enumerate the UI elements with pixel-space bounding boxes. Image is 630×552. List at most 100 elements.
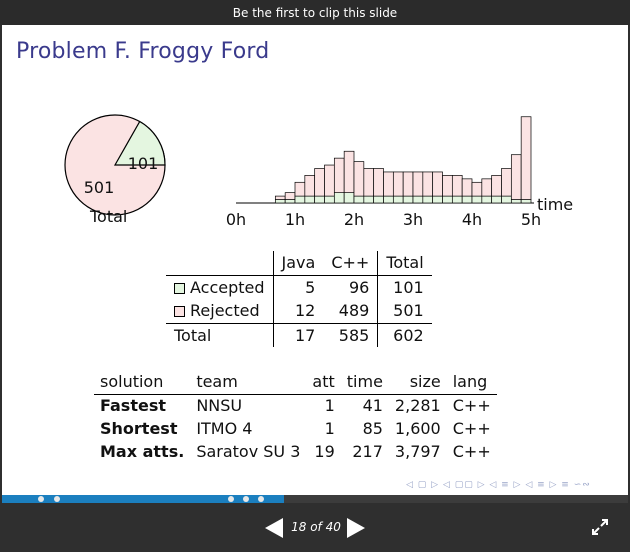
fullscreen-icon bbox=[592, 519, 608, 535]
histogram-bar-rejected bbox=[520, 116, 532, 200]
histogram-bar-rejected bbox=[284, 192, 296, 200]
records-row-max-atts: Max atts. Saratov SU 3 19 217 3,797 C++ bbox=[94, 440, 497, 463]
histogram-bar-accepted bbox=[294, 195, 306, 204]
records-header-row: solution team att time size lang bbox=[94, 370, 497, 395]
records-header-time: time bbox=[340, 370, 389, 395]
progress-marker[interactable] bbox=[54, 496, 60, 502]
progress-marker[interactable] bbox=[258, 496, 264, 502]
stats-header-java: Java bbox=[272, 251, 324, 276]
record-label: Shortest bbox=[100, 419, 178, 438]
stats-cell: 501 bbox=[377, 299, 432, 323]
histogram-bar-rejected bbox=[451, 175, 463, 197]
histogram-bar-rejected bbox=[412, 171, 424, 197]
stats-cell: 17 bbox=[272, 322, 324, 347]
histogram-bar-accepted bbox=[412, 195, 424, 204]
record-team: NNSU bbox=[196, 396, 243, 416]
histogram-tick-label: 4h bbox=[462, 210, 482, 229]
histogram-bar-accepted bbox=[432, 195, 443, 204]
next-slide-button[interactable] bbox=[345, 517, 367, 539]
histogram-bar-accepted bbox=[304, 195, 316, 204]
histogram-bar-accepted bbox=[324, 195, 335, 204]
histogram-bar-rejected bbox=[501, 168, 512, 197]
records-row-fastest: Fastest NNSU 1 41 2,281 C++ bbox=[94, 394, 497, 417]
histogram-bar-accepted bbox=[333, 192, 345, 204]
pie-caption: Total bbox=[90, 207, 128, 226]
histogram-bar-rejected bbox=[274, 195, 286, 200]
previous-arrow-icon bbox=[265, 518, 283, 538]
record-label: Max atts. bbox=[100, 442, 185, 461]
histogram-tick-label: 3h bbox=[403, 210, 423, 229]
stats-cell: 5 bbox=[272, 275, 324, 299]
submission-histogram: 0h 1h 2h 3h 4h 5h time bbox=[216, 103, 586, 237]
histogram-bar-accepted bbox=[274, 199, 286, 204]
histogram-bar-accepted bbox=[442, 195, 453, 204]
histogram-bar-rejected bbox=[392, 171, 404, 197]
histogram-bar-rejected bbox=[333, 157, 345, 194]
progress-marker[interactable] bbox=[243, 496, 249, 502]
clip-banner-text[interactable]: Be the first to clip this slide bbox=[232, 5, 398, 20]
histogram-bar-accepted bbox=[422, 195, 434, 204]
player-controls: 18 of 40 bbox=[0, 503, 630, 552]
record-team: Saratov SU 3 bbox=[196, 442, 301, 461]
rejected-swatch bbox=[174, 306, 185, 318]
histogram-bar-rejected bbox=[481, 178, 493, 197]
previous-slide-button[interactable] bbox=[263, 517, 285, 539]
histogram-bar-rejected bbox=[402, 171, 414, 197]
stats-header-row: Java C++ Total bbox=[166, 251, 432, 276]
stats-cell: 585 bbox=[323, 322, 378, 347]
histogram-bar-rejected bbox=[324, 164, 335, 197]
histogram-bar-rejected bbox=[363, 168, 375, 197]
histogram-bar-accepted bbox=[510, 199, 522, 204]
stats-cell: 489 bbox=[338, 301, 370, 321]
pie-chart: 101 501 bbox=[60, 110, 170, 224]
histogram-bar-rejected bbox=[304, 175, 316, 197]
histogram-bar-accepted bbox=[501, 195, 512, 204]
histogram-bar-accepted bbox=[284, 199, 296, 204]
progress-marker[interactable] bbox=[228, 496, 234, 502]
histogram-bar-accepted bbox=[481, 195, 493, 204]
stats-header-cpp: C++ bbox=[323, 251, 378, 276]
progress-marker[interactable] bbox=[38, 496, 44, 502]
stats-row-accepted: Accepted 5 96 101 bbox=[166, 275, 432, 299]
stats-header-total: Total bbox=[377, 251, 432, 276]
histogram-bar-rejected bbox=[432, 171, 443, 197]
slide-canvas: Problem F. Froggy Ford 101 501 Total 0h 1h… bbox=[2, 25, 628, 495]
language-stats-table: Java C++ Total Accepted 5 96 101 Rejecte… bbox=[166, 251, 432, 347]
histogram-bar-accepted bbox=[520, 199, 532, 204]
histogram-bar-rejected bbox=[353, 161, 365, 197]
beamer-nav-icons[interactable]: ◁ ▢ ▷ ◁ ▢▢ ▷ ◁ ≡ ▷ ◁ ≡ ▷ ≡ ∽∾ bbox=[406, 480, 591, 490]
clip-banner[interactable]: Be the first to clip this slide bbox=[0, 0, 630, 25]
progress-fill bbox=[2, 495, 284, 503]
page-indicator: 18 of 40 bbox=[291, 520, 341, 534]
histogram-bar-accepted bbox=[451, 195, 463, 204]
histogram-tick-label: 2h bbox=[344, 210, 364, 229]
records-header-solution: solution bbox=[94, 370, 191, 395]
record-size: 1,600 bbox=[394, 419, 441, 438]
slide-title: Problem F. Froggy Ford bbox=[16, 39, 270, 64]
histogram-axis-label: time bbox=[537, 195, 573, 214]
histogram-bar-accepted bbox=[363, 195, 375, 204]
slide-progress-bar[interactable] bbox=[2, 495, 628, 503]
record-size: 2,281 bbox=[394, 396, 441, 416]
record-att: 1 bbox=[324, 419, 335, 438]
stats-label-rejected: Rejected bbox=[166, 299, 273, 323]
histogram-bar-rejected bbox=[373, 168, 384, 197]
record-time: 217 bbox=[352, 442, 383, 461]
record-att: 1 bbox=[324, 396, 335, 416]
record-time: 41 bbox=[362, 396, 383, 416]
fullscreen-button[interactable] bbox=[591, 518, 609, 536]
pie-label-accepted: 101 bbox=[128, 154, 159, 173]
stats-cell: 602 bbox=[377, 322, 432, 347]
histogram-bar-accepted bbox=[392, 195, 404, 204]
histogram-tick-label: 5h bbox=[521, 210, 541, 229]
histogram-tick-label: 1h bbox=[285, 210, 305, 229]
histogram-bar-rejected bbox=[491, 175, 502, 197]
histogram-bar-accepted bbox=[373, 195, 384, 204]
histogram-bar-accepted bbox=[343, 192, 355, 204]
histogram-bar-accepted bbox=[471, 195, 483, 204]
stats-rejected-text: Rejected bbox=[190, 301, 260, 321]
accepted-swatch bbox=[174, 282, 185, 294]
histogram-bar-accepted bbox=[383, 195, 394, 204]
stats-row-rejected: Rejected 12 489 501 bbox=[166, 299, 432, 323]
histogram-bar-rejected bbox=[442, 175, 453, 197]
